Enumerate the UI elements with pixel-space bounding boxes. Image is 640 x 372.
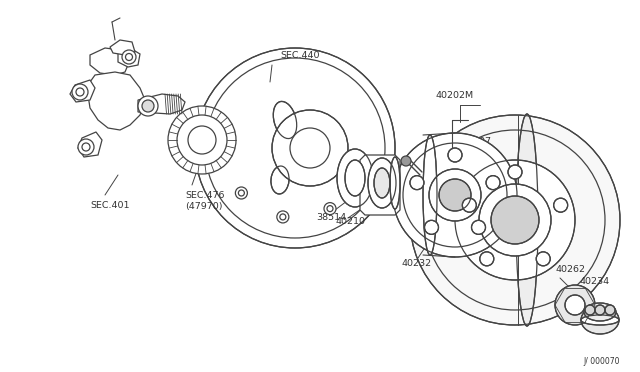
Ellipse shape <box>273 102 297 139</box>
Circle shape <box>472 220 486 234</box>
Circle shape <box>76 88 84 96</box>
Text: 40234: 40234 <box>580 278 610 286</box>
Circle shape <box>82 143 90 151</box>
Circle shape <box>177 115 227 165</box>
Circle shape <box>439 179 471 211</box>
Polygon shape <box>360 155 400 215</box>
Ellipse shape <box>423 135 437 255</box>
Circle shape <box>605 305 615 315</box>
Ellipse shape <box>390 157 400 209</box>
Circle shape <box>168 106 236 174</box>
Text: (47970): (47970) <box>185 202 223 211</box>
Circle shape <box>565 295 585 315</box>
Text: SEC.440: SEC.440 <box>280 51 319 60</box>
Circle shape <box>480 252 494 266</box>
Polygon shape <box>88 72 145 130</box>
Circle shape <box>280 214 286 220</box>
Ellipse shape <box>581 315 619 325</box>
Circle shape <box>393 133 517 257</box>
Ellipse shape <box>516 114 538 326</box>
Circle shape <box>410 176 424 190</box>
Circle shape <box>448 148 462 162</box>
Text: 38514: 38514 <box>316 214 346 222</box>
Circle shape <box>238 190 244 196</box>
Text: 40232: 40232 <box>402 260 432 269</box>
Circle shape <box>455 160 575 280</box>
Circle shape <box>401 156 411 166</box>
Polygon shape <box>110 40 135 55</box>
Wedge shape <box>295 61 395 235</box>
Polygon shape <box>78 132 102 157</box>
Polygon shape <box>70 80 95 102</box>
Circle shape <box>585 305 595 315</box>
Text: 40210: 40210 <box>336 218 366 227</box>
Circle shape <box>410 115 620 325</box>
Circle shape <box>188 126 216 154</box>
Circle shape <box>479 184 551 256</box>
Polygon shape <box>138 94 185 114</box>
Circle shape <box>195 48 395 248</box>
Text: 40207: 40207 <box>462 137 492 145</box>
Circle shape <box>508 165 522 179</box>
Circle shape <box>536 252 550 266</box>
Ellipse shape <box>345 160 365 196</box>
Circle shape <box>327 206 333 212</box>
Circle shape <box>277 211 289 223</box>
Ellipse shape <box>374 168 390 198</box>
Circle shape <box>72 84 88 100</box>
Ellipse shape <box>581 306 619 334</box>
Circle shape <box>142 100 154 112</box>
Circle shape <box>125 54 132 61</box>
Circle shape <box>555 285 595 325</box>
Text: J/ 000070: J/ 000070 <box>584 357 620 366</box>
Ellipse shape <box>584 303 616 321</box>
Ellipse shape <box>271 166 289 194</box>
Circle shape <box>122 50 136 64</box>
Polygon shape <box>118 48 140 67</box>
Ellipse shape <box>368 158 396 208</box>
Text: 40262: 40262 <box>555 266 585 275</box>
Circle shape <box>236 187 248 199</box>
Circle shape <box>78 139 94 155</box>
Circle shape <box>462 198 476 212</box>
Polygon shape <box>90 48 130 75</box>
Ellipse shape <box>337 149 373 207</box>
Circle shape <box>486 176 500 190</box>
Circle shape <box>324 203 336 215</box>
Circle shape <box>138 96 158 116</box>
Text: SEC.401: SEC.401 <box>90 201 129 209</box>
Circle shape <box>424 220 438 234</box>
Text: 40222: 40222 <box>418 189 448 198</box>
Circle shape <box>429 169 481 221</box>
Circle shape <box>595 305 605 315</box>
Circle shape <box>491 196 539 244</box>
Text: 40202M: 40202M <box>436 90 474 99</box>
Text: SEC.476: SEC.476 <box>185 192 225 201</box>
Circle shape <box>554 198 568 212</box>
Circle shape <box>272 110 348 186</box>
